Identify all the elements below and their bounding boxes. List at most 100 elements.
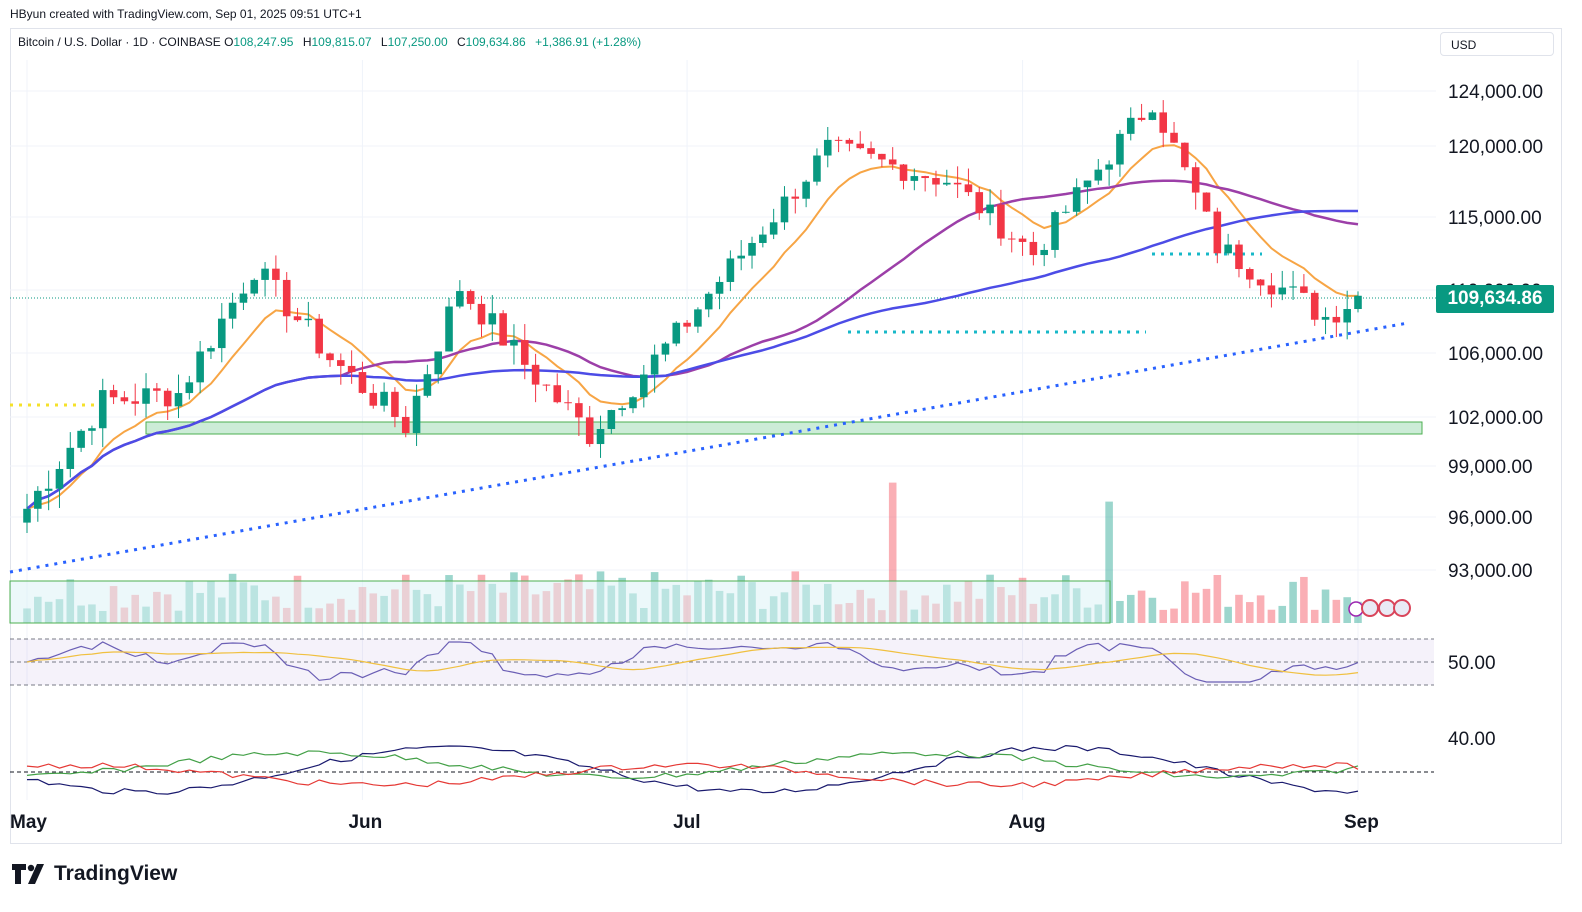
candle-body [1191,167,1200,193]
candle-body [1126,117,1135,134]
price-tick-label: 99,000.00 [1448,457,1533,478]
candle-body [1051,212,1059,250]
candle-body [1170,132,1178,143]
candle-body [44,488,53,491]
candle-body [1159,112,1168,133]
candle-body [1235,244,1243,270]
candle-body [726,258,735,282]
candle-body [412,395,421,434]
volume-bar [1126,594,1135,623]
dmi-tick-label: 40.00 [1448,729,1496,750]
candle-body [672,322,681,344]
volume-bar [1224,606,1232,623]
candle-body [272,268,280,280]
price-tick-label: 102,000.00 [1448,408,1543,429]
candle-body [1267,285,1276,295]
candle-body [477,303,486,325]
volume-bar [1246,602,1254,623]
candle-body [910,176,919,181]
candle-body [380,391,388,406]
candle-body [499,313,507,346]
us-flag-icon [1361,599,1379,617]
candle-body [1007,238,1016,240]
candle-body [142,388,150,404]
volume-bar [1332,599,1341,623]
candle-body [1224,244,1232,254]
candle-body [661,343,670,355]
candle-body [261,268,269,280]
candle-body [1029,241,1038,256]
candle-body [1181,142,1189,168]
candle-body [282,279,291,317]
candle-body [845,139,854,144]
candle-body [1354,295,1362,310]
candle-body [975,192,984,214]
di-plus-line [26,750,1359,780]
volume-bar [888,482,897,623]
di-minus-line [26,762,1359,788]
volume-bar [1137,590,1146,623]
adx-line [26,744,1359,795]
volume-bar [1321,589,1330,623]
currency-selector[interactable]: USD [1440,32,1554,56]
candle-body [434,351,442,375]
candle-body [629,397,637,409]
candle-body [1246,269,1254,280]
volume-bar [1343,597,1351,623]
candle-body [77,430,85,448]
price-tick-label: 106,000.00 [1448,344,1543,365]
dmi-panel: 40.00 [10,729,1496,795]
candle-body [834,139,843,141]
candle-body [813,155,821,182]
time-tick-label: Jul [673,812,700,833]
candle-body [1083,180,1092,188]
candle-body [780,196,789,223]
candle-body [650,354,659,375]
candle-body [207,348,215,352]
candle-body [704,293,713,310]
time-tick-label: Jun [348,812,382,833]
time-tick-label: May [10,812,47,833]
candlesticks [23,100,1362,534]
time-tick-label: Aug [1009,812,1046,833]
last-price-tag: 109,634.86 [1436,285,1554,313]
candle-body [997,204,1005,239]
candle-body [943,182,951,185]
price-tick-label: 120,000.00 [1448,137,1543,158]
candle-body [1289,286,1297,288]
candle-body [596,428,605,445]
change-value: +1,386.91 (+1.28%) [535,35,642,49]
candle-body [899,164,908,181]
volume-bar [1170,608,1178,623]
candle-body [1116,133,1124,165]
price-tick-label: 124,000.00 [1448,82,1543,103]
symbol-name[interactable]: Bitcoin / U.S. Dollar · 1D · COINBASE [18,35,221,49]
candle-body [575,403,583,418]
candle-body [423,374,432,396]
high-label: H [302,35,312,49]
candle-body [466,291,475,304]
close-value: 109,634.86 [465,35,526,49]
candle-body [1018,238,1027,242]
candle-body [618,408,626,411]
candle-body [867,148,875,154]
us-flag-icon [1393,599,1411,617]
price-axis: 124,000.00120,000.00115,000.00110,000.00… [1448,82,1543,582]
time-tick-label: Sep [1344,812,1379,833]
candle-body [239,293,248,303]
brand-name: TradingView [54,862,178,885]
candle-body [456,291,464,307]
candle-body [759,234,767,243]
candle-body [217,318,226,349]
candle-body [607,410,616,429]
candle-body [1278,287,1287,295]
chart-credit: HByun created with TradingView.com, Sep … [10,7,362,21]
candle-body [986,204,994,214]
price-tick-label: 96,000.00 [1448,508,1533,529]
tradingview-brand[interactable]: TradingView [12,862,177,886]
volume-bar [1256,595,1265,623]
volume-bar [1278,605,1287,623]
candle-body [520,340,529,365]
candle-body [1310,292,1319,320]
